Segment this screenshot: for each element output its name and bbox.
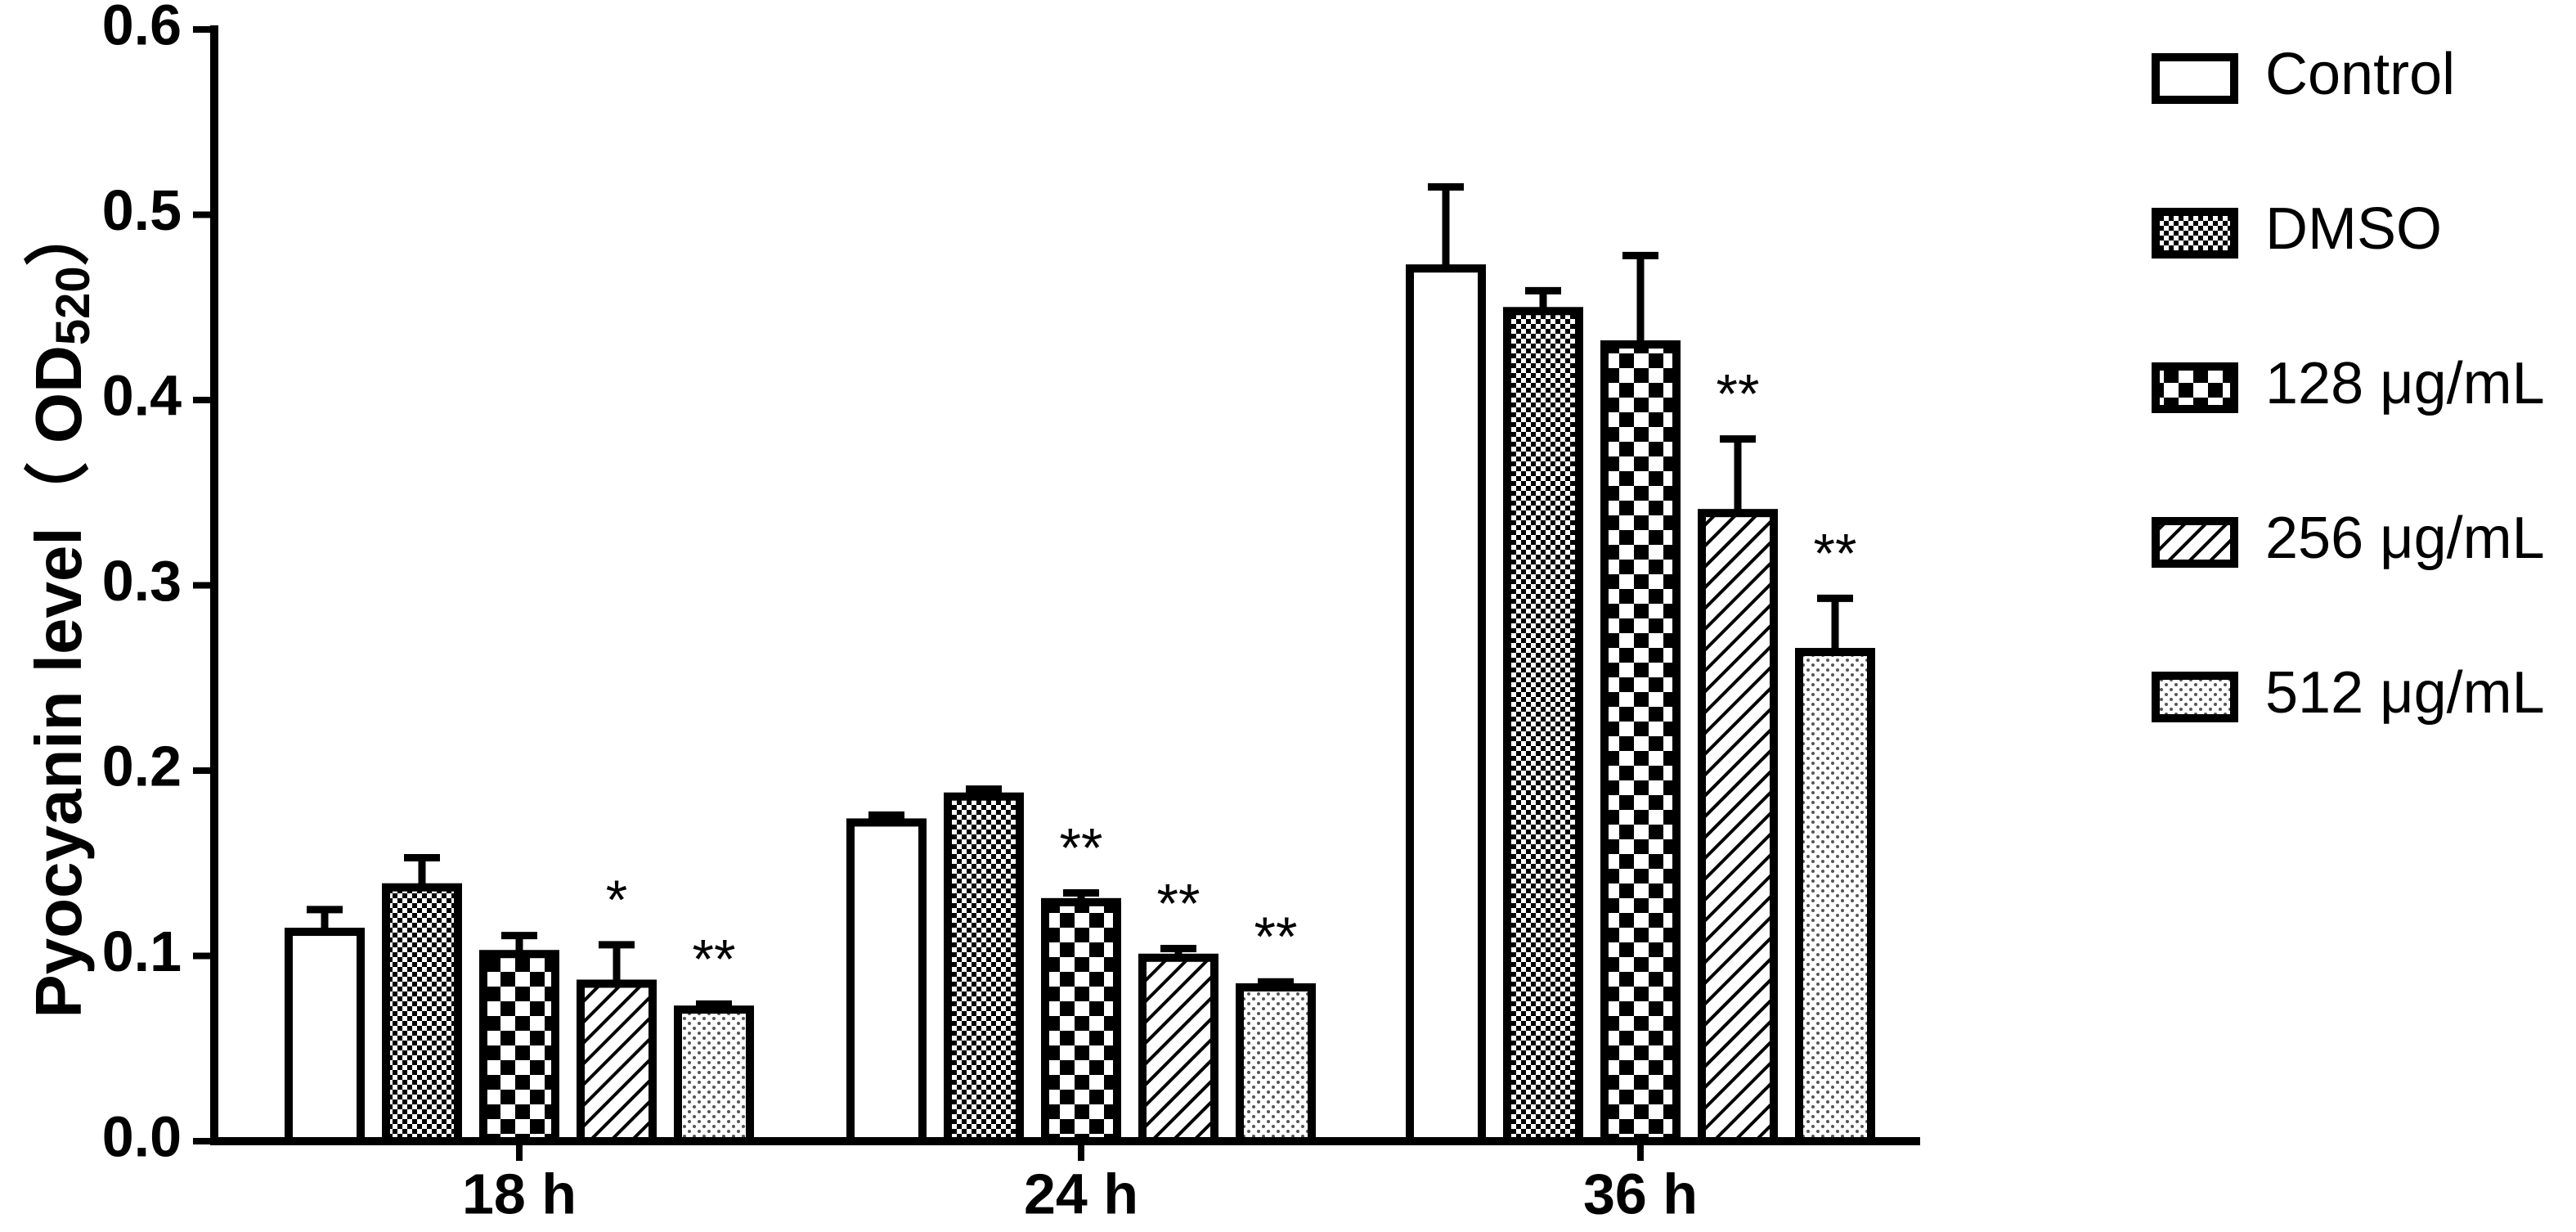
x-tick-label: 18 h <box>462 1162 577 1225</box>
significance: * <box>606 869 627 931</box>
bar <box>674 1005 754 1146</box>
significance: ** <box>1060 816 1103 879</box>
bar <box>1795 648 1875 1145</box>
x-tick-label: 24 h <box>1024 1162 1138 1225</box>
y-tick-label: 0.4 <box>102 363 182 427</box>
bar <box>944 792 1024 1146</box>
y-tick-label: 0.5 <box>102 178 182 242</box>
bar <box>1236 983 1316 1145</box>
legend-swatch <box>2152 672 2238 722</box>
legend-swatch <box>2152 53 2238 104</box>
legend-label: 128 μg/mL <box>2265 351 2545 416</box>
y-axis-label-sub: 520 <box>47 266 100 345</box>
y-tick-label: 0.1 <box>102 920 182 983</box>
bar <box>577 979 657 1145</box>
significance: ** <box>1157 872 1200 934</box>
x-tick-label: 36 h <box>1583 1162 1698 1225</box>
significance: ** <box>1814 522 1857 584</box>
bar <box>1698 509 1778 1145</box>
bar <box>1406 264 1486 1145</box>
legend-label: Control <box>2265 42 2455 107</box>
bar <box>1503 307 1583 1145</box>
bar <box>285 928 365 1146</box>
y-axis-label-end: ） <box>22 200 95 266</box>
y-axis-label-main: Pyocyanin level（ OD <box>22 345 95 1018</box>
legend-label: 512 μg/mL <box>2265 660 2545 726</box>
y-tick-label: 0.2 <box>102 734 182 798</box>
legend-swatch <box>2152 208 2238 259</box>
y-tick-label: 0.6 <box>102 0 182 56</box>
bar <box>846 818 927 1145</box>
legend-label: 256 μg/mL <box>2265 506 2545 571</box>
legend-swatch <box>2152 362 2238 413</box>
legend-label: DMSO <box>2265 196 2442 262</box>
bar <box>382 883 462 1145</box>
y-tick-label: 0.3 <box>102 549 182 613</box>
legend-swatch <box>2152 517 2238 568</box>
bar <box>1600 340 1681 1145</box>
significance: ** <box>1717 363 1760 425</box>
significance: ** <box>693 928 736 990</box>
bar <box>1041 897 1121 1145</box>
bar <box>479 950 559 1145</box>
significance: ** <box>1254 906 1298 968</box>
bar <box>1138 953 1218 1146</box>
y-axis-label: Pyocyanin level（ OD520） <box>22 200 100 1018</box>
y-tick-label: 0.0 <box>102 1104 182 1168</box>
